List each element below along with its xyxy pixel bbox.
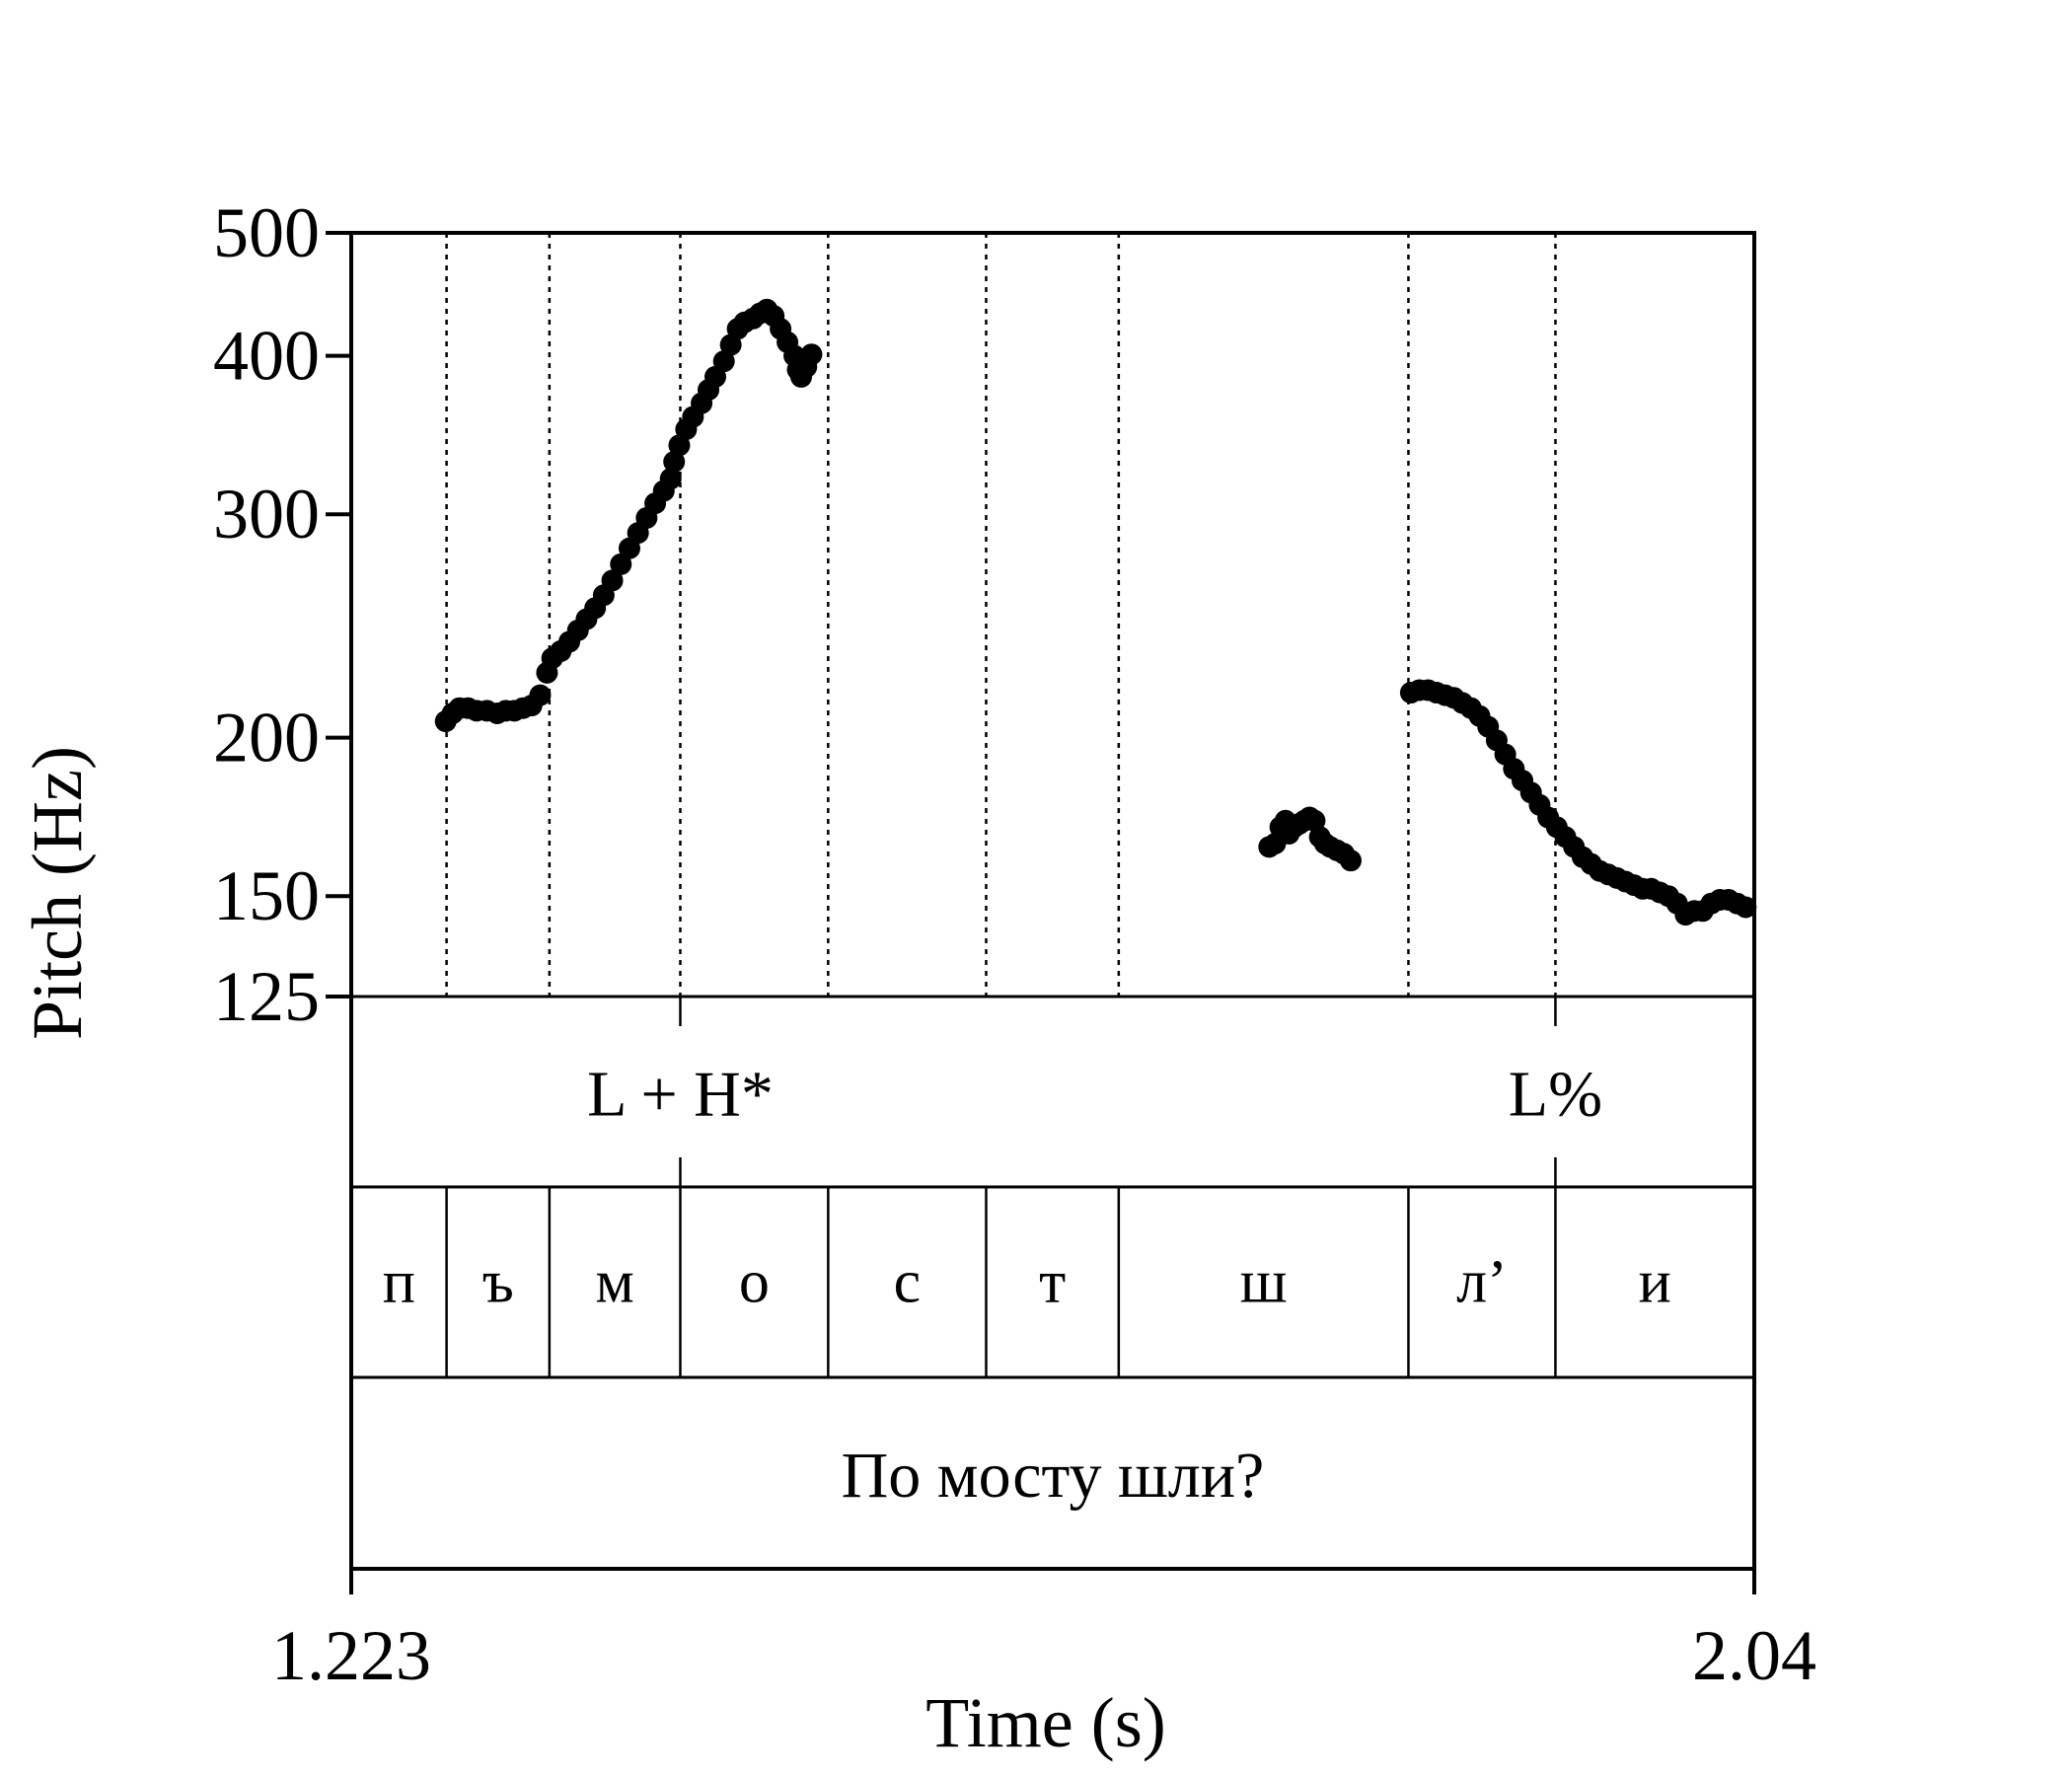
segment-label: м (596, 1249, 634, 1316)
pitch-point (1339, 850, 1362, 872)
segment-label: ш (1240, 1249, 1288, 1316)
segment-label: ъ (482, 1249, 514, 1316)
frame-border (349, 231, 1756, 1571)
pitch-point (529, 684, 552, 706)
x-axis: 1.223 2.04 (271, 1569, 1816, 1695)
word-label: По мосту шли? (842, 1440, 1265, 1512)
segment-label: о (739, 1249, 770, 1316)
pitch-point (712, 350, 735, 373)
y-axis-title: Pitch (Hz) (18, 746, 97, 1040)
annotation-tiers: L + H* L% п ъ м о с т ш л’ и По мосту шли? (383, 997, 1671, 1512)
y-tick-label: 400 (213, 317, 320, 396)
y-tick-label: 300 (213, 475, 320, 554)
tone-label: L + H* (587, 1059, 774, 1131)
pitch-point (659, 468, 682, 490)
pitch-point (610, 553, 632, 575)
tone-label: L% (1509, 1059, 1602, 1131)
x-tick-label: 2.04 (1692, 1616, 1816, 1695)
x-tick-label: 1.223 (271, 1616, 431, 1695)
pitch-point (663, 450, 686, 473)
segment-label: т (1039, 1249, 1066, 1316)
y-tick-label: 150 (213, 856, 320, 935)
segment-label: п (383, 1249, 415, 1316)
y-tick-label: 500 (213, 193, 320, 272)
pitch-point (800, 343, 823, 366)
segment-label: л’ (1456, 1249, 1508, 1316)
boundary-lines (445, 233, 1557, 997)
pitch-point (1735, 896, 1757, 919)
pitch-track (434, 298, 1757, 926)
pitch-point (601, 569, 624, 592)
x-axis-title: Time (s) (925, 1683, 1165, 1762)
segment-label: и (1639, 1249, 1671, 1316)
y-tick-label: 125 (213, 957, 320, 1036)
y-tick-label: 200 (213, 699, 320, 777)
segment-label: с (894, 1249, 922, 1316)
y-axis: 125 150 200 300 400 500 (213, 193, 351, 1036)
plot-frame (349, 231, 1756, 1571)
